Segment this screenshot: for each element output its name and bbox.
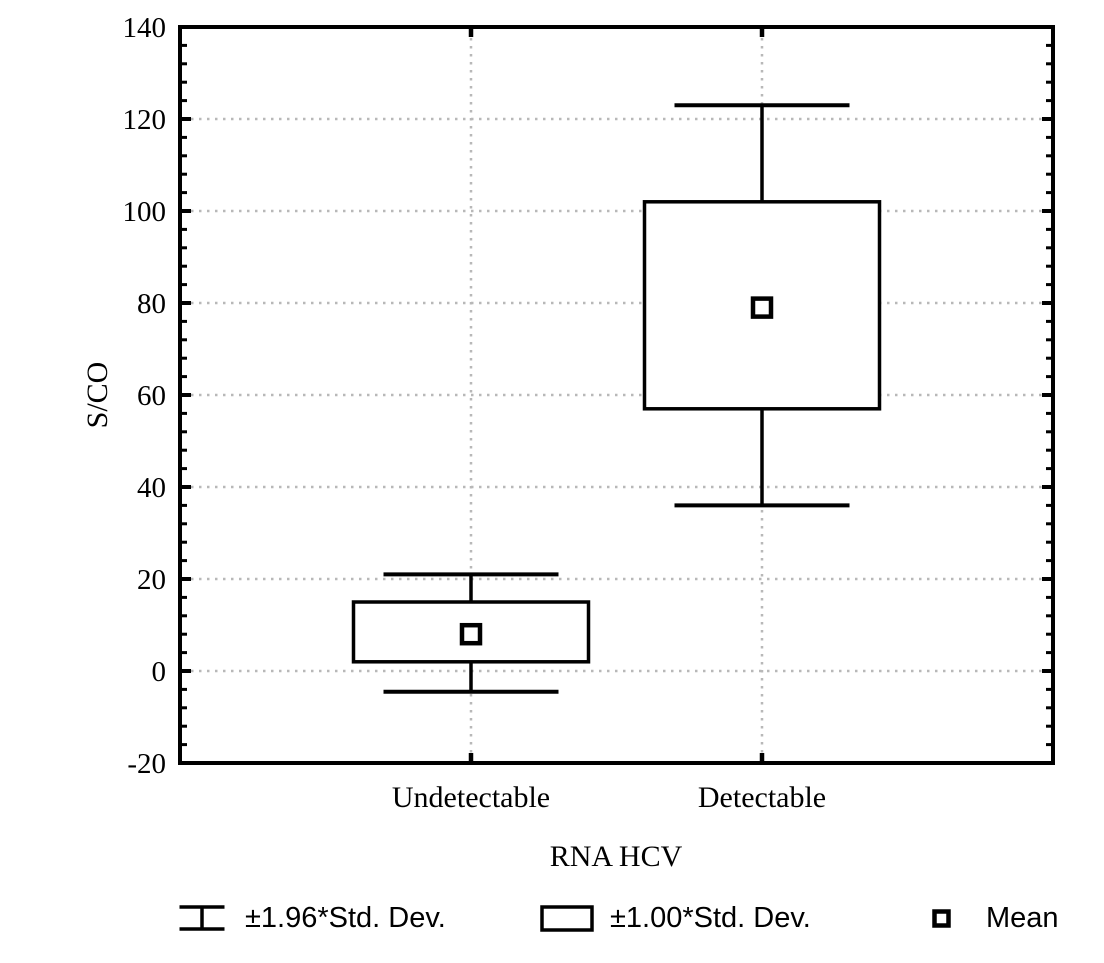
mean-square-icon <box>932 908 951 928</box>
legend-label-whisker: ±1.96*Std. Dev. <box>245 901 446 934</box>
x-category-label: Detectable <box>698 781 826 814</box>
legend-item-box: ±1.00*Std. Dev. <box>540 893 811 943</box>
legend: ±1.96*Std. Dev. ±1.00*Std. Dev. Mean <box>0 893 1104 943</box>
y-tick-label: 60 <box>137 380 166 412</box>
y-tick-label: 120 <box>123 104 167 136</box>
whisker-icon <box>179 905 225 931</box>
mean-marker <box>750 296 774 319</box>
x-category-label: Undetectable <box>392 781 550 814</box>
y-tick-label: 100 <box>123 196 167 228</box>
y-tick-label: 0 <box>152 656 167 688</box>
y-tick-label: 80 <box>137 288 166 320</box>
y-tick-label: -20 <box>127 748 166 780</box>
box-icon <box>540 904 594 932</box>
legend-label-mean: Mean <box>986 901 1059 934</box>
plot-frame <box>178 25 1055 765</box>
legend-item-mean: Mean <box>932 893 1059 943</box>
legend-item-whisker: ±1.96*Std. Dev. <box>178 893 446 943</box>
legend-label-box: ±1.00*Std. Dev. <box>610 901 811 934</box>
mean-marker <box>459 622 483 646</box>
y-tick-label: 140 <box>123 12 167 44</box>
y-tick-label: 40 <box>137 472 166 504</box>
y-axis-title: S/CO <box>81 362 114 429</box>
y-tick-label: 20 <box>137 564 166 596</box>
x-axis-title: RNA HCV <box>550 840 683 873</box>
